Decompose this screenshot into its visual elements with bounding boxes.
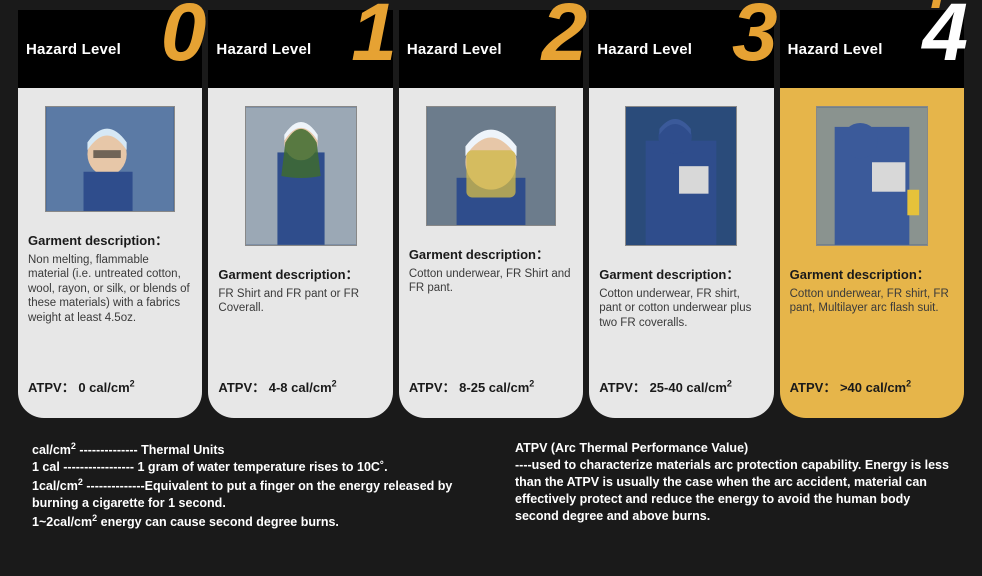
desc-text: Non melting, flammable material (i.e. un… — [28, 253, 192, 325]
card-body: Garment description： Cotton underwear, F… — [589, 88, 773, 418]
footer-line: 1~2cal/cm2 energy can cause second degre… — [32, 512, 467, 531]
desc-text: FR Shirt and FR pant or FR Coverall. — [218, 287, 382, 316]
card-header: Hazard Level 2 — [399, 10, 583, 88]
card-header: Hazard Level 0 — [18, 10, 202, 88]
card-body: Garment description： Cotton underwear, F… — [399, 88, 583, 418]
worker-photo — [245, 106, 357, 246]
hazard-card-3: Hazard Level 3 Garment description： Cott… — [589, 10, 773, 418]
desc-title: Garment description： — [409, 244, 573, 263]
footer-line: 1 cal ----------------- 1 gram of water … — [32, 459, 467, 476]
footer-left: cal/cm2 -------------- Thermal Units 1 c… — [32, 440, 467, 531]
worker-photo — [816, 106, 928, 246]
desc-text: Cotton underwear, FR shirt, pant or cott… — [599, 287, 763, 330]
desc-title: Garment description： — [28, 230, 192, 249]
hazard-label: Hazard Level — [26, 41, 121, 58]
hazard-label: Hazard Level — [216, 41, 311, 58]
desc-title: Garment description： — [790, 264, 954, 283]
card-body: Garment description： Cotton underwear, F… — [780, 88, 964, 418]
worker-photo — [426, 106, 556, 226]
hazard-number: 1 — [351, 0, 397, 74]
hazard-label: Hazard Level — [407, 41, 502, 58]
hazard-number: 4 — [922, 0, 968, 74]
hazard-number: 2 — [542, 0, 588, 74]
hazard-card-4: Hazard Level 4 Garment description： Cott… — [780, 10, 964, 418]
card-header: Hazard Level 3 — [589, 10, 773, 88]
hazard-number: 3 — [732, 0, 778, 74]
hazard-card-2: Hazard Level 2 Garment description： Cott… — [399, 10, 583, 418]
hazard-label: Hazard Level — [597, 41, 692, 58]
hazard-number: 0 — [161, 0, 207, 74]
cards-row: Hazard Level 0 Garment description： Non … — [10, 10, 972, 418]
card-body: Garment description： Non melting, flamma… — [18, 88, 202, 418]
atpv-value: ATPV： >40 cal/cm2 — [790, 377, 912, 396]
footer-line: 1cal/cm2 --------------Equivalent to put… — [32, 476, 467, 512]
worker-photo — [625, 106, 737, 246]
card-header: Hazard Level 4 — [780, 10, 964, 88]
hazard-card-0: Hazard Level 0 Garment description： Non … — [18, 10, 202, 418]
hazard-card-1: Hazard Level 1 Garment description： FR S… — [208, 10, 392, 418]
desc-title: Garment description： — [218, 264, 382, 283]
worker-photo — [45, 106, 175, 212]
card-header: Hazard Level 1 — [208, 10, 392, 88]
footer-line: ----used to characterize materials arc p… — [515, 457, 950, 525]
atpv-value: ATPV： 25-40 cal/cm2 — [599, 377, 732, 396]
atpv-value: ATPV： 4-8 cal/cm2 — [218, 377, 336, 396]
atpv-value: ATPV： 8-25 cal/cm2 — [409, 377, 534, 396]
footer-right: ATPV (Arc Thermal Performance Value) ---… — [515, 440, 950, 531]
desc-text: Cotton underwear, FR Shirt and FR pant. — [409, 267, 573, 296]
hazard-level-infographic: Hazard Level 0 Garment description： Non … — [0, 0, 982, 576]
hazard-label: Hazard Level — [788, 41, 883, 58]
atpv-value: ATPV： 0 cal/cm2 — [28, 377, 135, 396]
footer-notes: cal/cm2 -------------- Thermal Units 1 c… — [10, 418, 972, 531]
desc-text: Cotton underwear, FR shirt, FR pant, Mul… — [790, 287, 954, 316]
card-body: Garment description： FR Shirt and FR pan… — [208, 88, 392, 418]
desc-title: Garment description： — [599, 264, 763, 283]
footer-line: cal/cm2 -------------- Thermal Units — [32, 440, 467, 459]
footer-line: ATPV (Arc Thermal Performance Value) — [515, 440, 950, 457]
